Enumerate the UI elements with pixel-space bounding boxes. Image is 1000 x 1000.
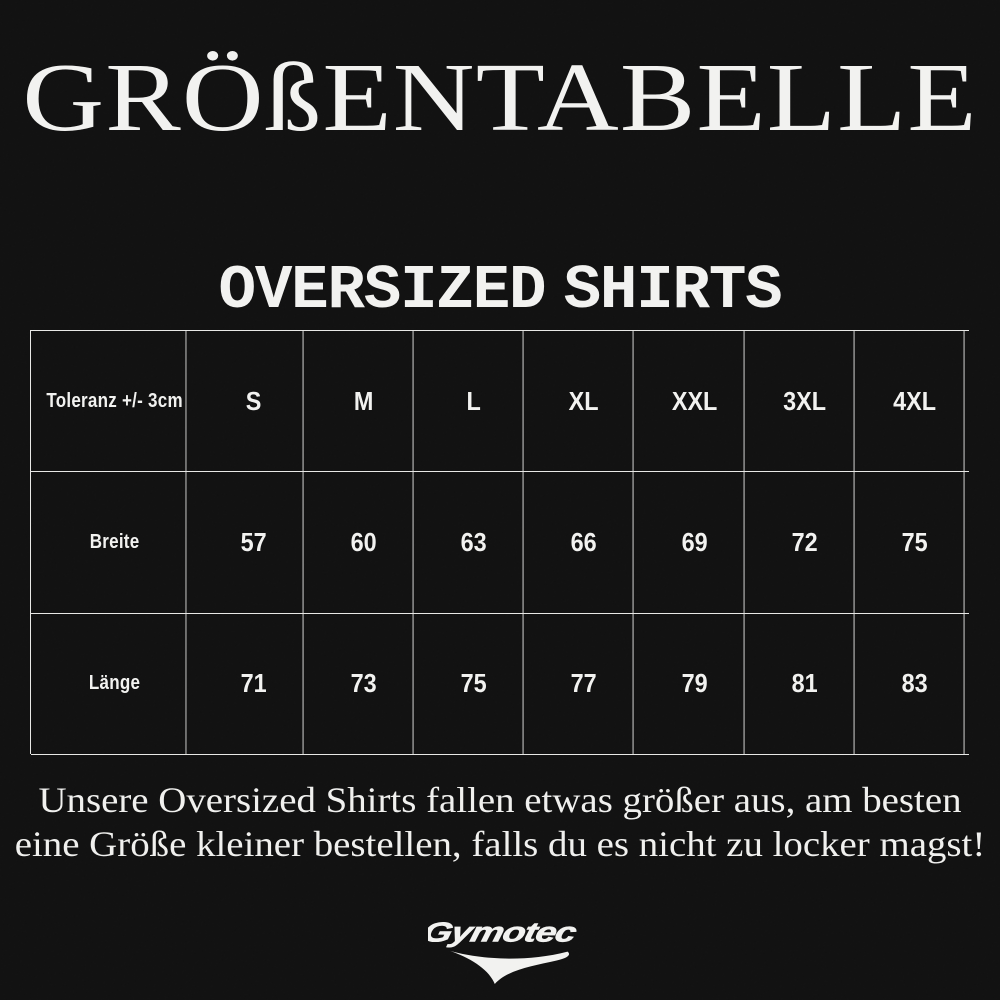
svg-text:Gymotec: Gymotec (428, 917, 580, 948)
